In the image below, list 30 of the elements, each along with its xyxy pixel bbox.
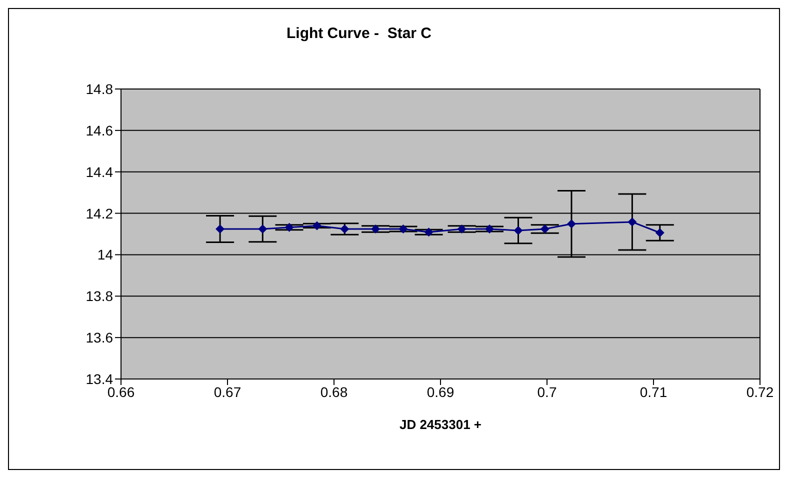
point	[258, 224, 268, 234]
point	[628, 217, 637, 226]
x-tick-label: 0.72	[746, 384, 774, 400]
point	[312, 221, 322, 230]
point	[655, 228, 664, 238]
x-tick-label: 0.69	[426, 384, 454, 400]
y-tick-label: 14	[97, 246, 114, 263]
y-tick-label: 14.6	[86, 122, 114, 138]
x-tick-label: 0.68	[320, 384, 348, 400]
point	[457, 224, 466, 234]
point	[514, 226, 523, 235]
y-tick-label: 14.4	[86, 164, 114, 180]
point	[216, 224, 225, 234]
x-tick-label: 0.7	[537, 384, 557, 400]
x-axis-title: JD 2453301 +	[399, 417, 482, 432]
point	[284, 222, 294, 232]
point	[340, 224, 350, 234]
point	[484, 224, 494, 234]
point	[566, 219, 576, 228]
y-tick-label: 14.8	[86, 80, 114, 97]
point	[424, 228, 434, 237]
y-tick-label: 14.2	[86, 205, 114, 222]
point	[371, 224, 380, 234]
point	[540, 224, 550, 234]
x-tick-label: 0.71	[640, 384, 668, 400]
y-tick-label: 13.8	[86, 288, 114, 304]
point	[398, 224, 408, 234]
x-tick-label: 0.67	[214, 384, 242, 400]
y-tick-label: 13.6	[86, 330, 114, 346]
chart-title: Light Curve - Star C	[285, 25, 432, 42]
